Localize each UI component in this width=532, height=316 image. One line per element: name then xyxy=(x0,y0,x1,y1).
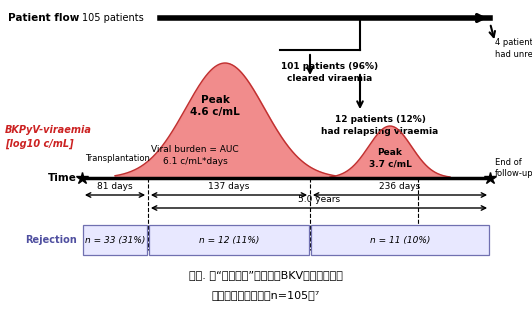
Text: n = 33 (31%): n = 33 (31%) xyxy=(85,235,145,245)
Text: Transplantation: Transplantation xyxy=(85,154,150,163)
Text: 图二. 在“病毒血症”组中观察BKV病毒动态变化: 图二. 在“病毒血症”组中观察BKV病毒动态变化 xyxy=(189,270,343,280)
Text: End of
follow-up: End of follow-up xyxy=(495,158,532,178)
Bar xyxy=(149,225,309,255)
Text: 81 days: 81 days xyxy=(97,182,133,191)
Text: Rejection: Rejection xyxy=(25,235,77,245)
Text: 4 patients (4%)
had unresolved viraemia: 4 patients (4%) had unresolved viraemia xyxy=(495,38,532,59)
Text: 12 patients (12%)
had relapsing viraemia: 12 patients (12%) had relapsing viraemia xyxy=(321,115,438,136)
Bar xyxy=(311,225,489,255)
Text: BKPyV-viraemia
[log10 c/mL]: BKPyV-viraemia [log10 c/mL] xyxy=(5,125,92,149)
Text: Peak
3.7 c/mL: Peak 3.7 c/mL xyxy=(369,148,411,168)
Text: n = 11 (10%): n = 11 (10%) xyxy=(370,235,430,245)
Text: Patient flow: Patient flow xyxy=(8,13,79,23)
Text: Time: Time xyxy=(48,173,77,183)
Bar xyxy=(83,225,147,255)
Text: 105 patients: 105 patients xyxy=(82,13,144,23)
Text: 101 patients (96%)
cleared viraemia: 101 patients (96%) cleared viraemia xyxy=(281,62,379,83)
Text: 5.0 years: 5.0 years xyxy=(298,195,340,204)
Text: n = 12 (11%): n = 12 (11%) xyxy=(199,235,259,245)
Text: Peak
4.6 c/mL: Peak 4.6 c/mL xyxy=(190,95,240,118)
Text: Viral burden = AUC
6.1 c/mL*days: Viral burden = AUC 6.1 c/mL*days xyxy=(151,145,239,166)
Text: 236 days: 236 days xyxy=(379,182,421,191)
Text: 和排斥反应的发生（n=105）⁷: 和排斥反应的发生（n=105）⁷ xyxy=(212,290,320,300)
Text: 137 days: 137 days xyxy=(209,182,250,191)
